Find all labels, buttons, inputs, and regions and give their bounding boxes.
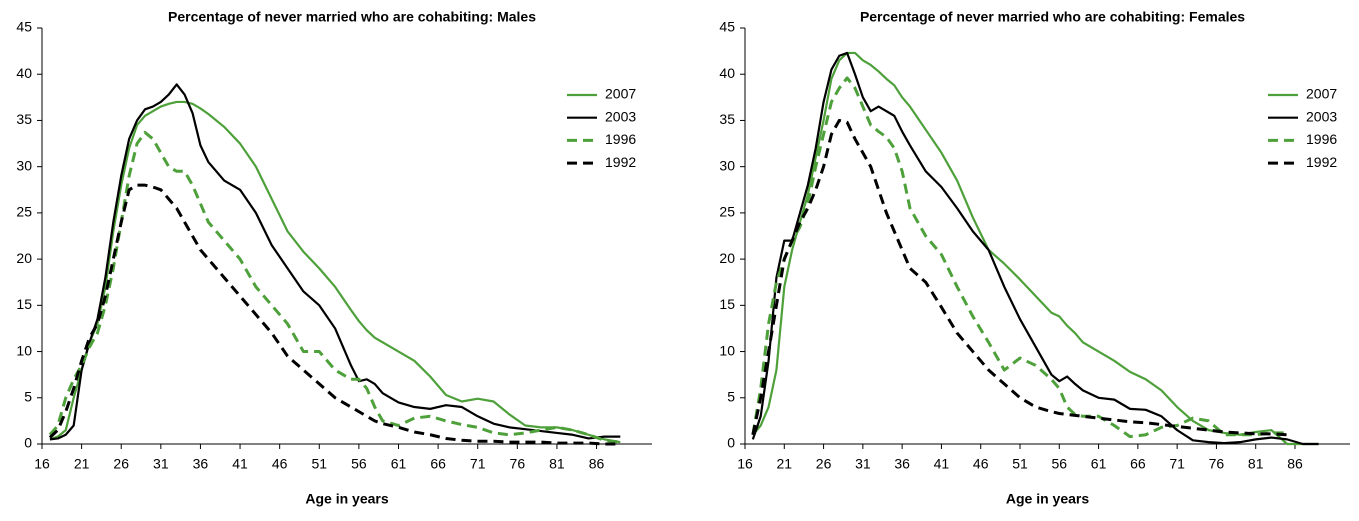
x-tick-label: 81 [549,456,565,472]
legend-label: 2003 [1306,108,1337,124]
legend-label: 2007 [1306,86,1337,102]
x-tick-label: 76 [1209,456,1225,472]
x-tick-label: 21 [776,456,792,472]
series-line [49,83,621,441]
y-tick-label: 15 [719,296,735,312]
legend-label: 2003 [605,108,636,124]
y-tick-label: 0 [727,435,735,451]
y-tick-label: 40 [16,65,32,81]
y-tick-label: 10 [16,342,32,358]
x-axis-label: Age in years [1006,491,1089,507]
x-tick-label: 51 [311,456,327,472]
x-tick-label: 56 [351,456,367,472]
y-tick-label: 0 [24,435,32,451]
x-tick-label: 46 [973,456,989,472]
legend-label: 2007 [605,86,636,102]
y-tick-label: 25 [719,204,735,220]
y-tick-label: 45 [719,19,735,35]
y-tick-label: 30 [719,157,735,173]
series-line [48,130,621,444]
series-line [48,183,621,446]
series-line [752,51,1319,446]
x-tick-label: 76 [510,456,526,472]
x-tick-label: 16 [737,456,753,472]
x-tick-label: 66 [430,456,446,472]
y-tick-label: 25 [16,204,32,220]
x-tick-label: 36 [193,456,209,472]
y-tick-label: 5 [24,388,32,404]
x-tick-label: 81 [1248,456,1264,472]
x-tick-label: 36 [894,456,910,472]
y-tick-label: 20 [719,250,735,266]
legend-label: 1992 [1306,154,1337,170]
x-tick-label: 71 [1169,456,1185,472]
x-tick-label: 61 [1091,456,1107,472]
x-tick-label: 71 [470,456,486,472]
x-tick-label: 31 [855,456,871,472]
series-line [751,118,1288,437]
x-tick-label: 86 [589,456,605,472]
y-tick-label: 30 [16,157,32,173]
legend-label: 1992 [605,154,636,170]
x-axis-label: Age in years [305,491,388,507]
y-tick-label: 35 [16,111,32,127]
y-tick-label: 40 [719,65,735,81]
x-tick-label: 31 [153,456,169,472]
y-tick-label: 10 [719,342,735,358]
y-tick-label: 15 [16,296,32,312]
x-tick-label: 56 [1051,456,1067,472]
x-tick-label: 16 [34,456,50,472]
x-tick-label: 21 [74,456,90,472]
x-tick-label: 26 [816,456,832,472]
x-tick-label: 61 [391,456,407,472]
y-tick-label: 35 [719,111,735,127]
y-tick-label: 45 [16,19,32,35]
y-tick-label: 5 [727,388,735,404]
series-line [751,51,1319,446]
x-tick-label: 86 [1287,456,1303,472]
legend-label: 1996 [605,131,636,147]
x-tick-label: 41 [232,456,248,472]
x-tick-label: 41 [934,456,950,472]
y-tick-label: 20 [16,250,32,266]
series-line [751,76,1288,439]
legend-label: 1996 [1306,131,1337,147]
series-line [49,100,621,444]
x-tick-label: 66 [1130,456,1146,472]
x-tick-label: 26 [113,456,129,472]
chart-title: Percentage of never married who are coha… [168,9,536,25]
x-tick-label: 51 [1012,456,1028,472]
x-tick-label: 46 [272,456,288,472]
chart-title: Percentage of never married who are coha… [860,9,1245,25]
